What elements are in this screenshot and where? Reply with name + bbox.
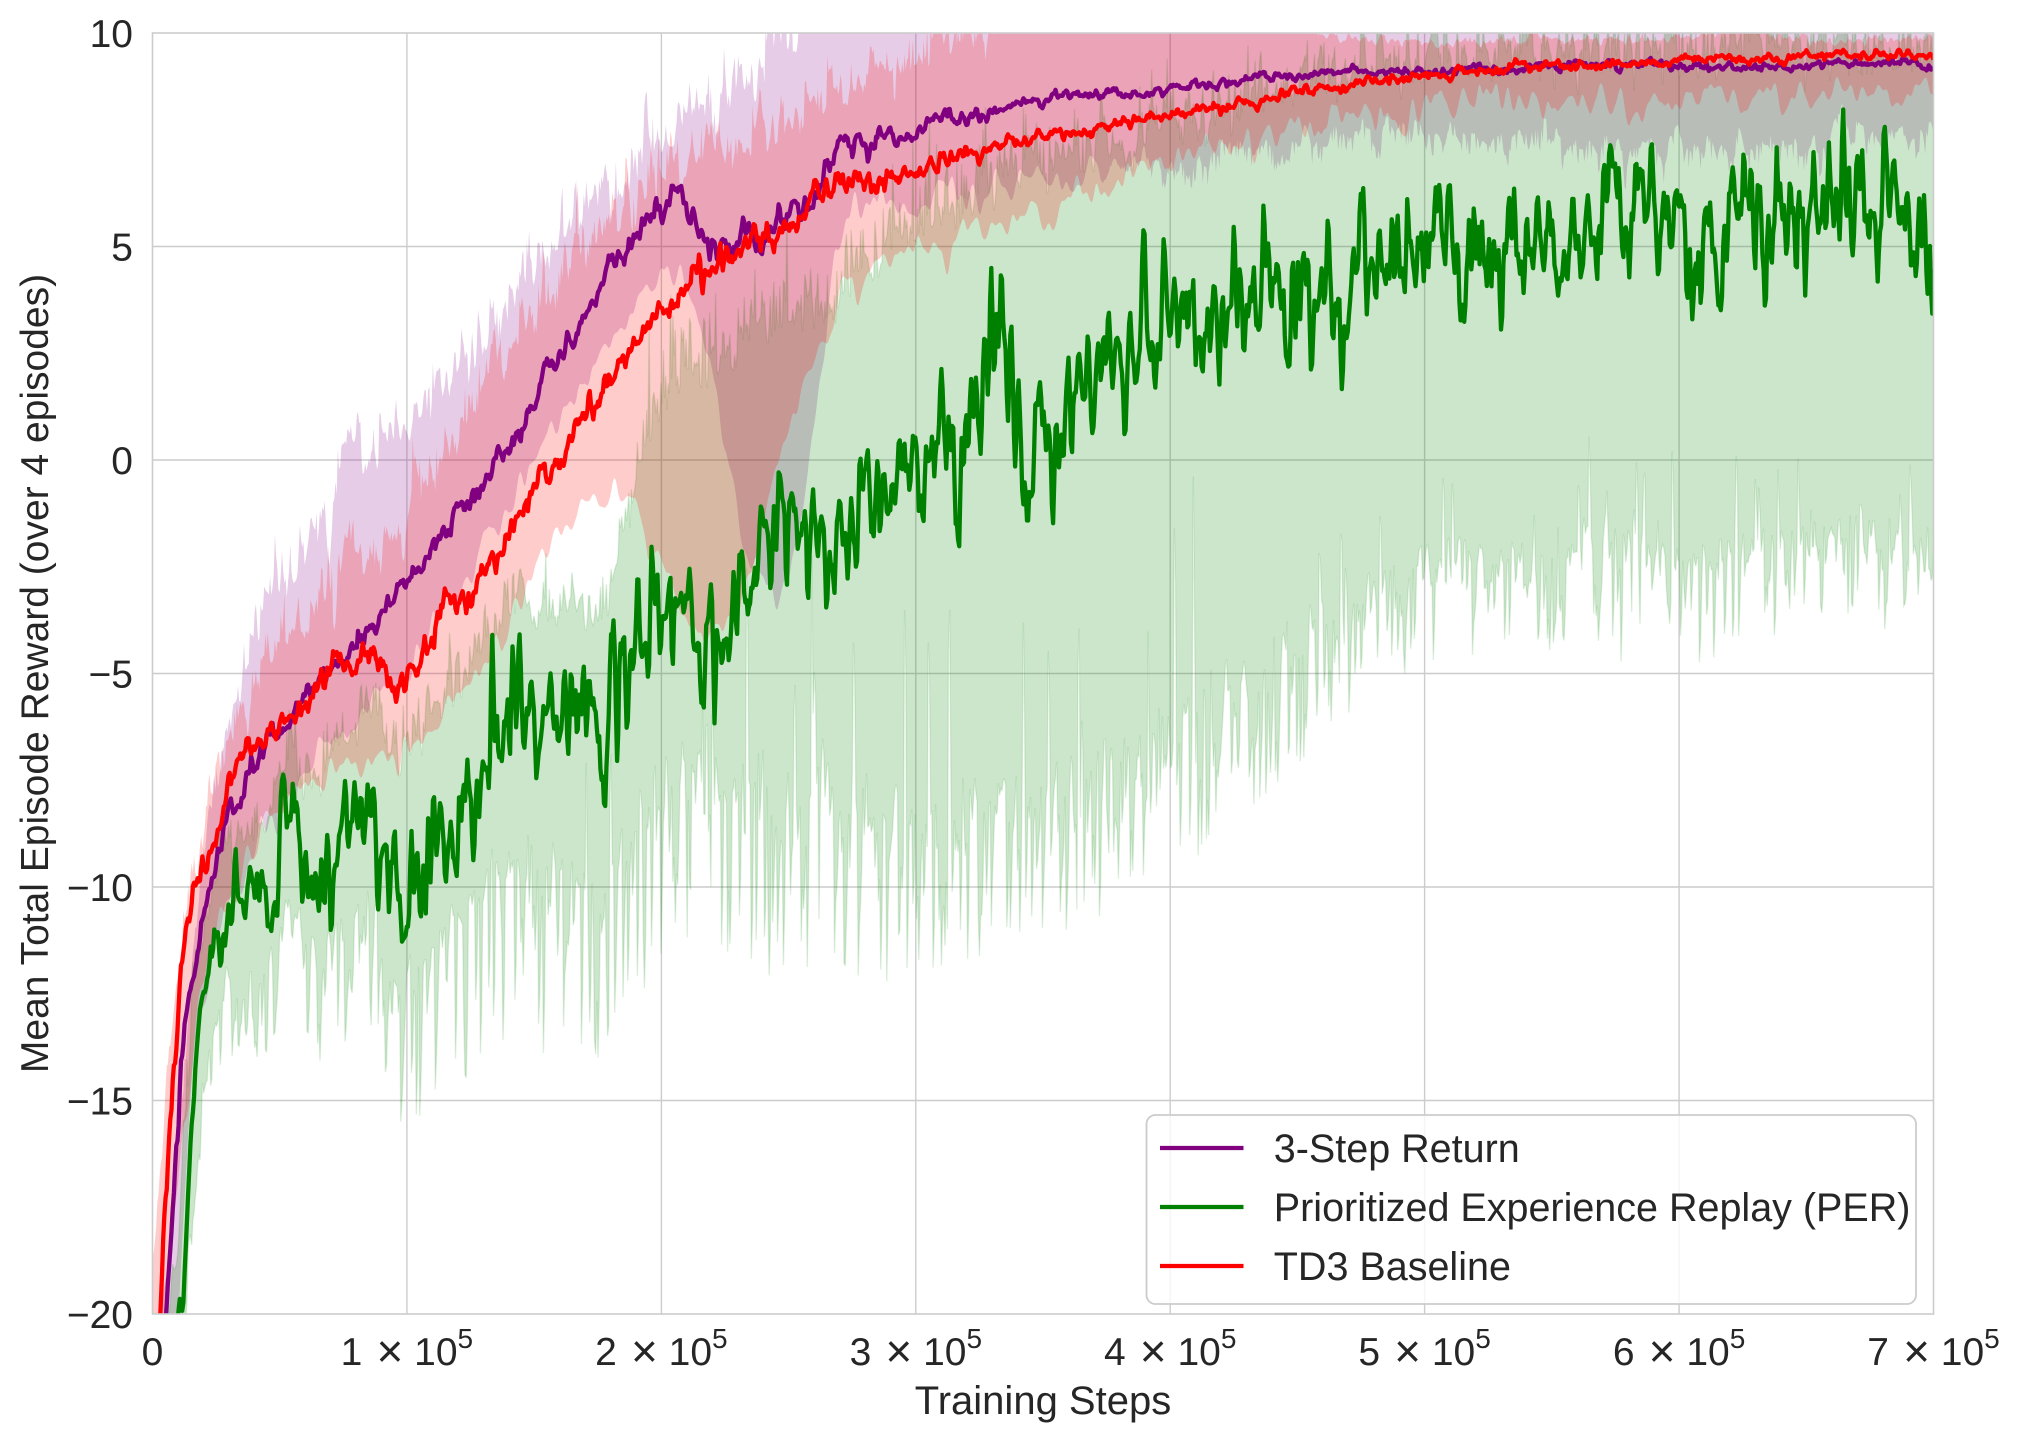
svg-text:0: 0 [111,440,133,483]
svg-text:10: 10 [90,13,133,56]
svg-text:−15: −15 [67,1081,133,1124]
svg-text:3 × 105: 3 × 105 [850,1323,982,1377]
svg-text:5 × 105: 5 × 105 [1358,1323,1490,1377]
svg-text:Prioritized Experience Replay: Prioritized Experience Replay (PER) [1274,1186,1911,1230]
svg-text:Mean Total Episode Reward (ove: Mean Total Episode Reward (over 4 episod… [14,274,57,1073]
svg-text:−20: −20 [67,1294,133,1337]
svg-text:2 × 105: 2 × 105 [595,1323,727,1377]
svg-text:−5: −5 [89,654,133,697]
svg-text:1 × 105: 1 × 105 [341,1323,473,1377]
svg-text:0: 0 [142,1331,164,1374]
svg-text:TD3 Baseline: TD3 Baseline [1274,1245,1511,1289]
svg-text:7 × 105: 7 × 105 [1867,1323,1999,1377]
svg-text:3-Step Return: 3-Step Return [1274,1127,1520,1171]
svg-text:6 × 105: 6 × 105 [1613,1323,1745,1377]
svg-text:5: 5 [111,227,133,270]
svg-text:Training Steps: Training Steps [915,1379,1171,1423]
svg-text:−10: −10 [67,867,133,910]
svg-text:4 × 105: 4 × 105 [1104,1323,1236,1377]
